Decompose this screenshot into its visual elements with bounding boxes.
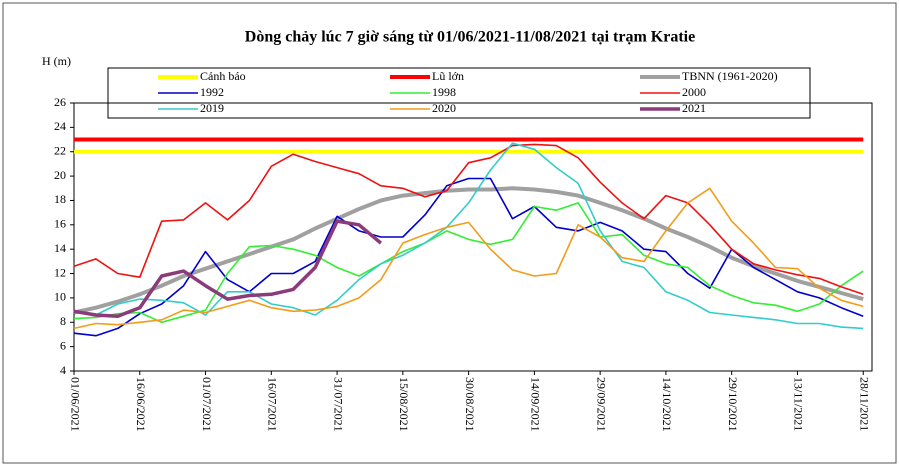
y-tick-label: 22 xyxy=(54,143,66,157)
series-line xyxy=(73,187,864,330)
x-tick-label: 16/07/2021 xyxy=(266,377,280,432)
x-tick-label: 31/07/2021 xyxy=(331,377,345,432)
y-axis-label: H (m) xyxy=(42,54,71,68)
legend-label: 1998 xyxy=(432,85,456,99)
y-tick-label: 8 xyxy=(60,314,66,328)
y-tick-label: 16 xyxy=(54,217,66,231)
x-tick-label: 28/11/2021 xyxy=(857,377,871,431)
y-tick-label: 26 xyxy=(54,95,66,109)
x-tick-label: 14/09/2021 xyxy=(529,377,543,432)
series-line xyxy=(73,142,864,330)
x-tick-label: 14/10/2021 xyxy=(660,377,674,432)
series-line xyxy=(73,202,864,324)
series-line xyxy=(73,186,864,315)
legend-label: 2019 xyxy=(200,101,224,115)
legend-label: TBNN (1961-2020) xyxy=(682,69,778,83)
x-tick-label: 30/08/2021 xyxy=(463,377,477,432)
y-tick-label: 24 xyxy=(54,119,66,133)
y-tick-label: 20 xyxy=(54,168,66,182)
legend-label: 2020 xyxy=(432,101,456,115)
plot-area xyxy=(73,102,873,372)
legend-label: Lũ lớn xyxy=(432,69,464,83)
series-line xyxy=(73,143,864,296)
x-tick-label: 13/11/2021 xyxy=(792,377,806,431)
y-tick-label: 4 xyxy=(60,363,66,377)
chart-title: Dòng chảy lúc 7 giờ sáng từ 01/06/2021-1… xyxy=(245,29,695,46)
legend xyxy=(107,67,811,119)
x-tick-label: 01/06/2021 xyxy=(68,377,82,432)
y-tick-label: 14 xyxy=(54,241,66,255)
series-line xyxy=(73,219,383,318)
y-tick-label: 18 xyxy=(54,192,66,206)
legend-label: 2021 xyxy=(682,101,706,115)
legend-label: 2000 xyxy=(682,85,706,99)
legend-label: 1992 xyxy=(200,85,224,99)
x-tick-label: 01/07/2021 xyxy=(200,377,214,432)
legend-label: Cảnh báo xyxy=(200,69,246,83)
y-tick-label: 12 xyxy=(54,265,66,279)
y-tick-label: 6 xyxy=(60,338,66,352)
x-tick-label: 29/10/2021 xyxy=(726,377,740,432)
y-tick-label: 10 xyxy=(54,290,66,304)
x-tick-label: 29/09/2021 xyxy=(594,377,608,432)
x-tick-label: 16/06/2021 xyxy=(134,377,148,432)
x-tick-label: 15/08/2021 xyxy=(397,377,411,432)
